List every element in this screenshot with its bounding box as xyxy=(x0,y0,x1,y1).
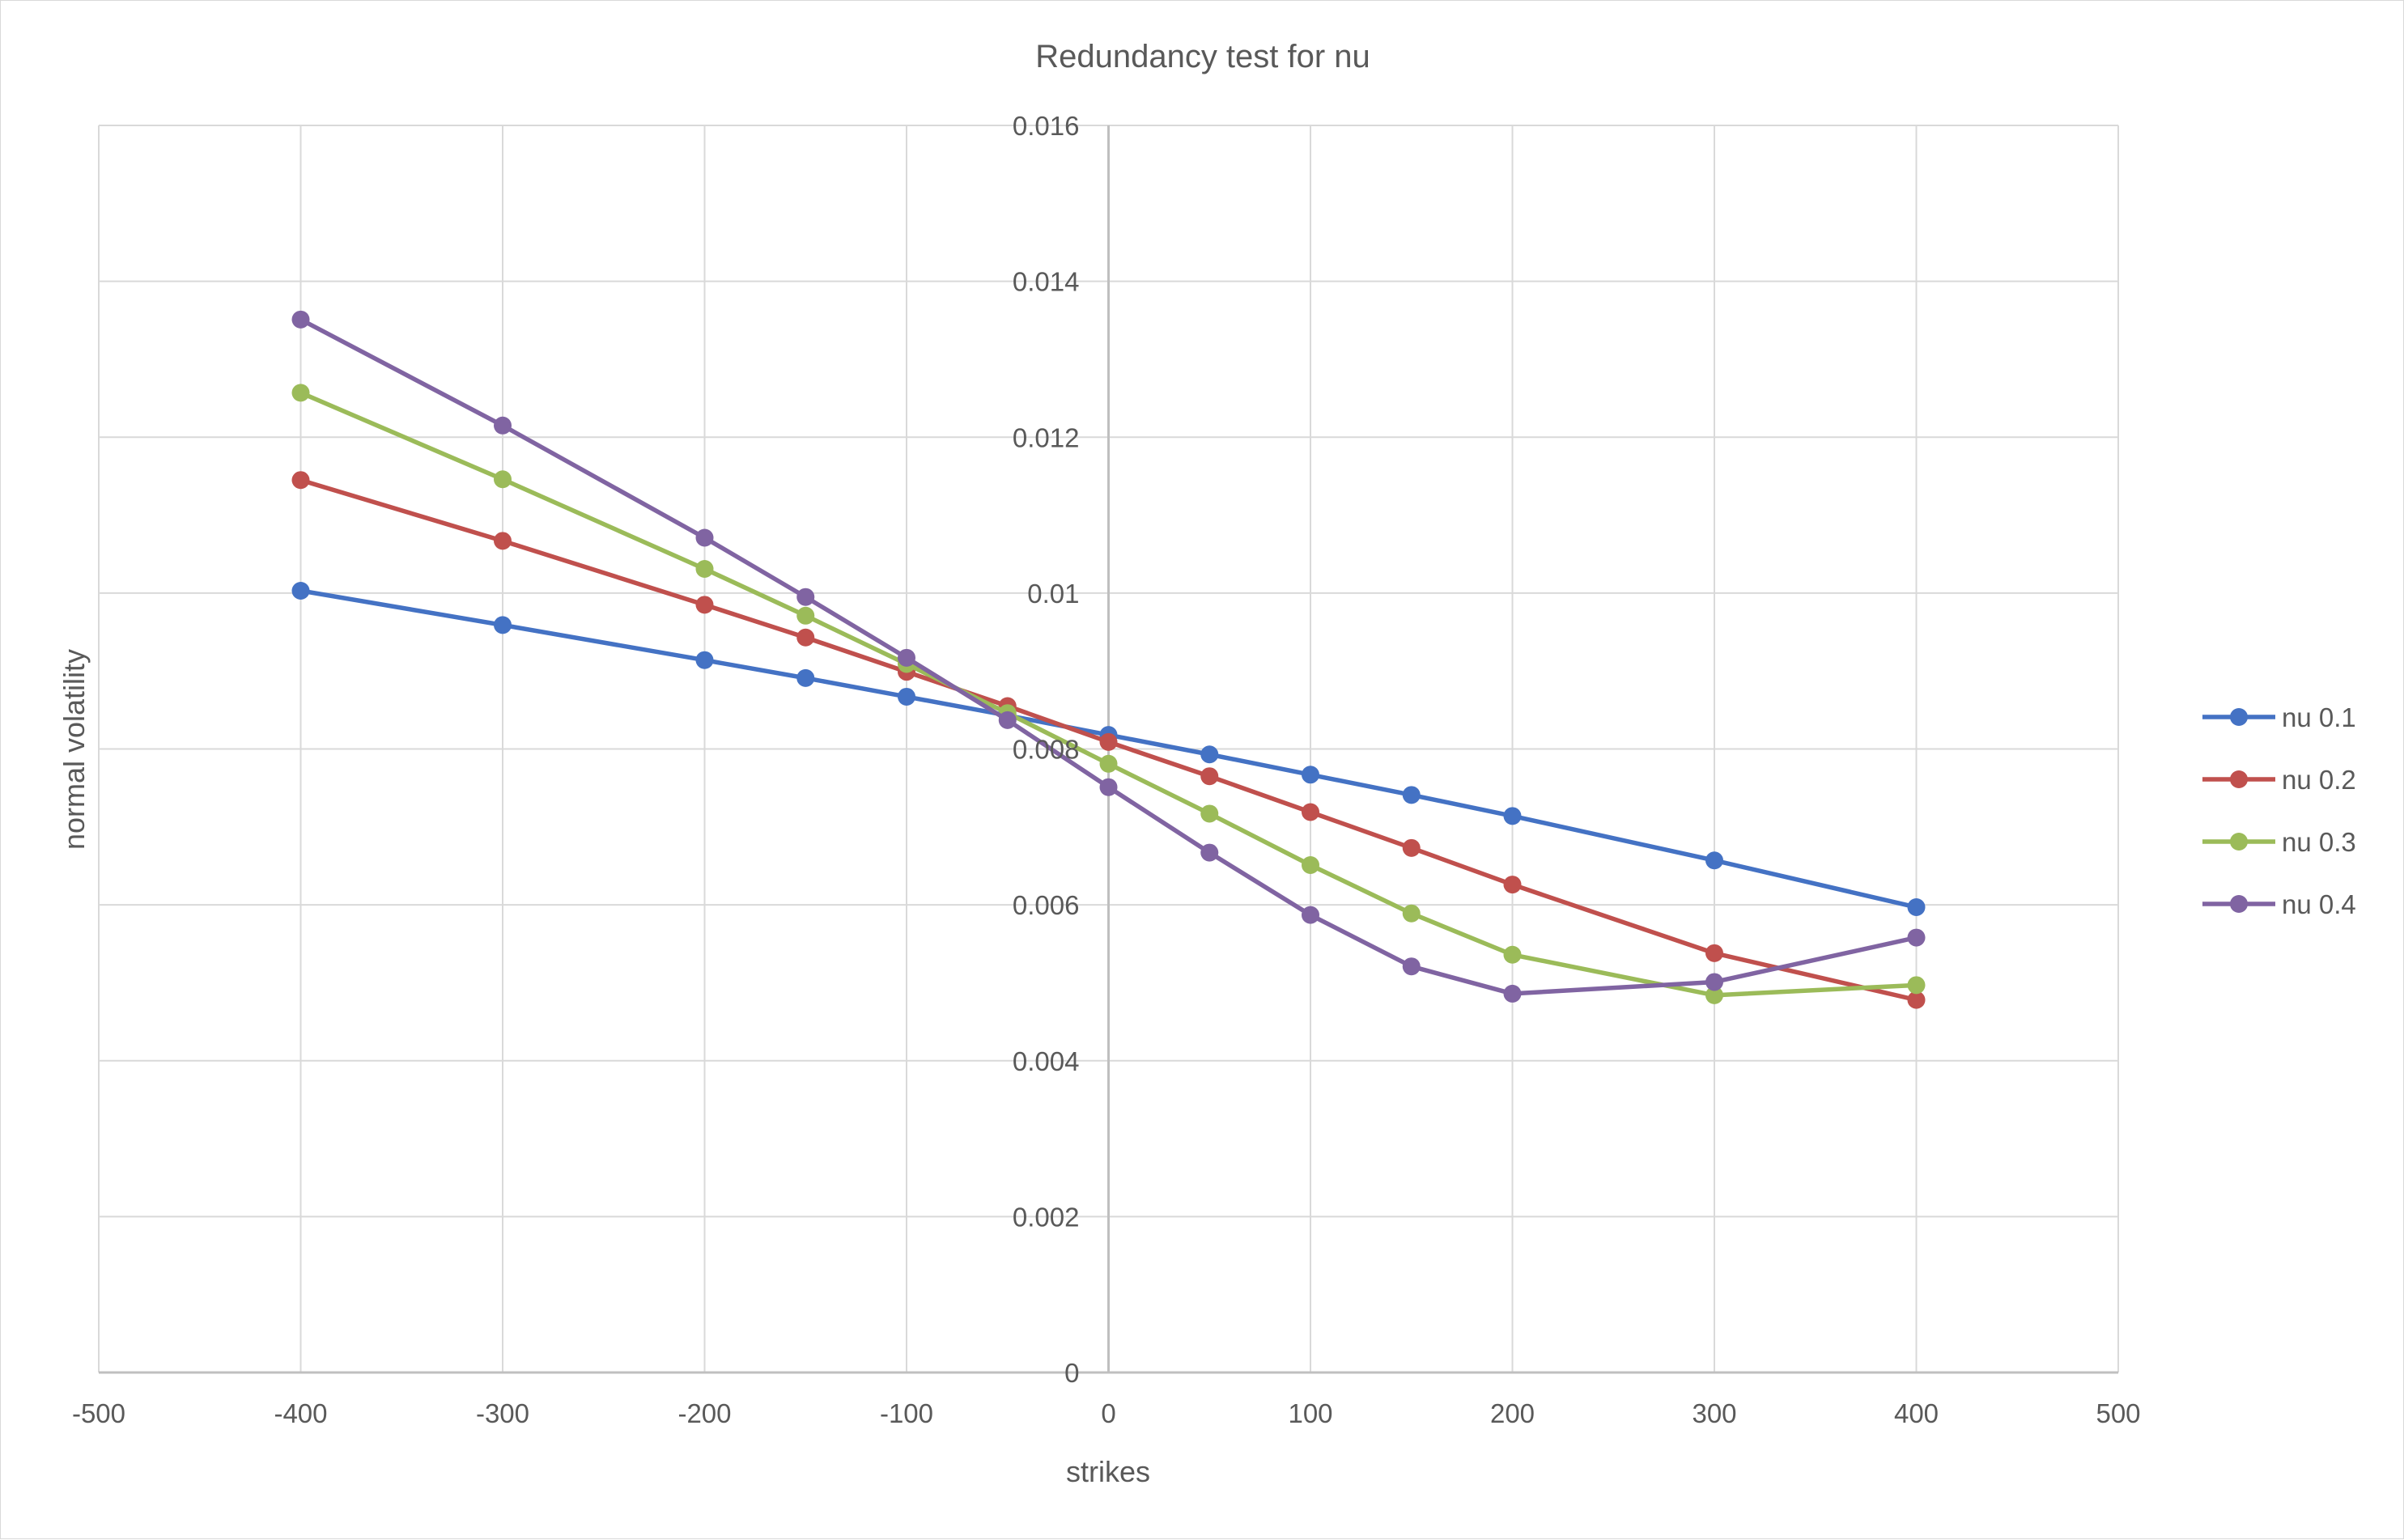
data-point xyxy=(1705,944,1723,962)
y-tick-label: 0.012 xyxy=(1013,422,1080,452)
data-point xyxy=(998,711,1017,729)
data-point xyxy=(291,310,310,329)
series-lines xyxy=(291,310,1926,1009)
data-point xyxy=(291,471,310,490)
x-tick-label: 400 xyxy=(1894,1398,1939,1428)
data-point xyxy=(1402,786,1421,804)
data-point xyxy=(494,616,512,634)
chart-title: Redundancy test for nu xyxy=(1035,39,1370,74)
data-point xyxy=(1200,843,1219,862)
data-point xyxy=(1302,766,1319,784)
data-point xyxy=(1099,778,1118,796)
series-nu-02 xyxy=(291,471,1926,1009)
data-point xyxy=(1705,986,1723,1004)
data-point xyxy=(898,687,915,706)
y-tick-label: 0.002 xyxy=(1013,1202,1080,1232)
data-point xyxy=(1907,898,1926,917)
y-tick-label: 0 xyxy=(1064,1358,1079,1388)
legend-item: nu 0.1 xyxy=(2202,702,2356,732)
data-point xyxy=(494,532,512,550)
legend-marker xyxy=(2230,895,2248,913)
legend-label: nu 0.3 xyxy=(2282,827,2356,857)
y-tick-label: 0.008 xyxy=(1013,735,1080,765)
x-tick-label: 500 xyxy=(2096,1398,2140,1428)
data-point xyxy=(695,528,714,547)
data-point xyxy=(796,668,815,687)
data-point xyxy=(1705,851,1723,870)
legend-label: nu 0.1 xyxy=(2282,702,2356,732)
data-point xyxy=(796,588,815,606)
data-point xyxy=(494,470,512,489)
series-nu-04 xyxy=(291,310,1926,1003)
data-point xyxy=(796,628,815,647)
y-tick-label: 0.004 xyxy=(1013,1046,1080,1076)
y-tick-label: 0.006 xyxy=(1013,890,1080,920)
y-tick-label: 0.016 xyxy=(1013,111,1080,141)
data-point xyxy=(1907,991,1926,1009)
data-point xyxy=(1200,745,1219,764)
data-point xyxy=(1402,957,1421,976)
legend-label: nu 0.4 xyxy=(2282,889,2356,919)
data-point xyxy=(291,384,310,402)
legend-marker xyxy=(2230,708,2248,726)
data-point xyxy=(1302,803,1319,821)
y-tick-label: 0.01 xyxy=(1027,579,1079,609)
tick-labels: -500 -400 -300 -200 -100 0 100 200 300 400 500 0 0.0… xyxy=(72,111,2141,1428)
y-axis-title: normal volatility xyxy=(57,649,91,850)
x-tick-label: -400 xyxy=(274,1398,327,1428)
data-point xyxy=(1200,804,1219,823)
x-tick-label: -200 xyxy=(677,1398,731,1428)
data-point xyxy=(494,416,512,435)
legend-item: nu 0.4 xyxy=(2202,889,2356,919)
x-tick-label: -500 xyxy=(72,1398,125,1428)
x-tick-label: 200 xyxy=(1490,1398,1535,1428)
x-axis-title: strikes xyxy=(1066,1455,1150,1488)
data-point xyxy=(1503,807,1522,825)
legend-marker xyxy=(2230,833,2248,851)
data-point xyxy=(1503,945,1522,964)
data-point xyxy=(898,648,915,667)
data-point xyxy=(796,606,815,625)
legend-marker xyxy=(2230,770,2248,788)
legend: nu 0.1 nu 0.2 nu 0.3 nu 0.4 xyxy=(2202,702,2356,919)
legend-item: nu 0.2 xyxy=(2202,765,2356,795)
x-tick-label: -300 xyxy=(476,1398,529,1428)
data-point xyxy=(1503,984,1522,1003)
data-point xyxy=(695,596,714,614)
data-point xyxy=(1402,904,1421,923)
data-point xyxy=(1907,976,1926,995)
data-point xyxy=(1302,906,1319,924)
data-point xyxy=(1402,838,1421,857)
x-tick-label: -100 xyxy=(880,1398,933,1428)
legend-item: nu 0.3 xyxy=(2202,827,2356,857)
y-tick-label: 0.014 xyxy=(1013,267,1080,297)
data-point xyxy=(1907,928,1926,947)
data-point xyxy=(1099,754,1118,773)
data-point xyxy=(695,651,714,669)
data-point xyxy=(1302,856,1319,875)
data-point xyxy=(695,560,714,579)
data-point xyxy=(1099,732,1118,751)
x-tick-label: 100 xyxy=(1288,1398,1332,1428)
data-point xyxy=(1705,973,1723,991)
x-tick-label: 0 xyxy=(1101,1398,1115,1428)
legend-label: nu 0.2 xyxy=(2282,765,2356,795)
data-point xyxy=(1503,876,1522,894)
data-point xyxy=(1200,767,1219,786)
data-point xyxy=(291,581,310,600)
x-tick-label: 300 xyxy=(1692,1398,1736,1428)
